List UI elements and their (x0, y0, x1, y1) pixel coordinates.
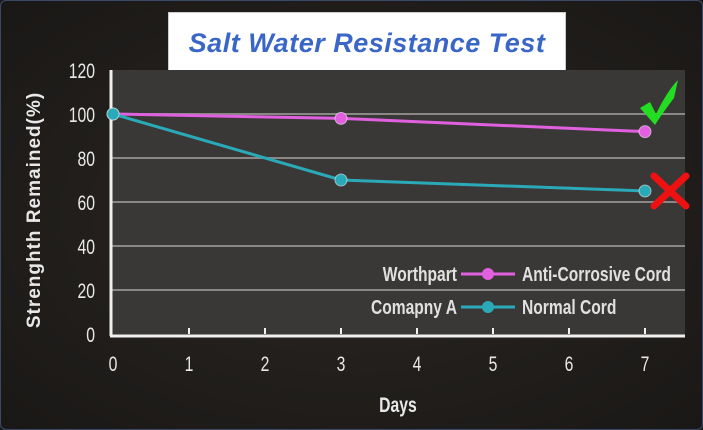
x-tick-label: 5 (489, 352, 498, 376)
data-point (106, 107, 120, 121)
x-tick-label: 7 (641, 352, 650, 376)
x-tick-label: 6 (565, 352, 574, 376)
data-point (638, 184, 652, 198)
legend-marker (482, 301, 494, 313)
x-tick-label: 2 (261, 352, 270, 376)
y-tick-label: 60 (77, 191, 95, 215)
chart-title: Salt Water Resistance Test (188, 28, 546, 58)
x-tick-label: 0 (109, 352, 118, 376)
chart-title-box: Salt Water Resistance Test (168, 12, 566, 75)
cross-icon (650, 172, 690, 210)
y-tick-label: 80 (77, 147, 95, 171)
data-point (334, 111, 348, 125)
y-tick-label: 100 (69, 103, 95, 127)
y-axis-label: Strenghth Remained(%) (24, 92, 45, 328)
legend-label: Anti-Corrosive Cord (522, 263, 671, 285)
y-tick-label: 120 (69, 59, 95, 83)
y-tick-label: 20 (77, 279, 95, 303)
check-icon (640, 80, 678, 125)
x-tick-label: 1 (185, 352, 194, 376)
data-point (638, 125, 652, 139)
x-axis-label: Days (379, 393, 417, 417)
y-tick-label: 0 (86, 323, 95, 347)
data-point (334, 173, 348, 187)
legend-label: Normal Cord (522, 296, 616, 318)
legend-brand: Worthpart (383, 263, 457, 285)
legend-brand: Comapny A (371, 296, 457, 318)
y-tick-label: 40 (77, 235, 95, 259)
legend-marker (482, 268, 494, 280)
x-tick-label: 4 (413, 352, 422, 376)
x-tick-label: 3 (337, 352, 346, 376)
